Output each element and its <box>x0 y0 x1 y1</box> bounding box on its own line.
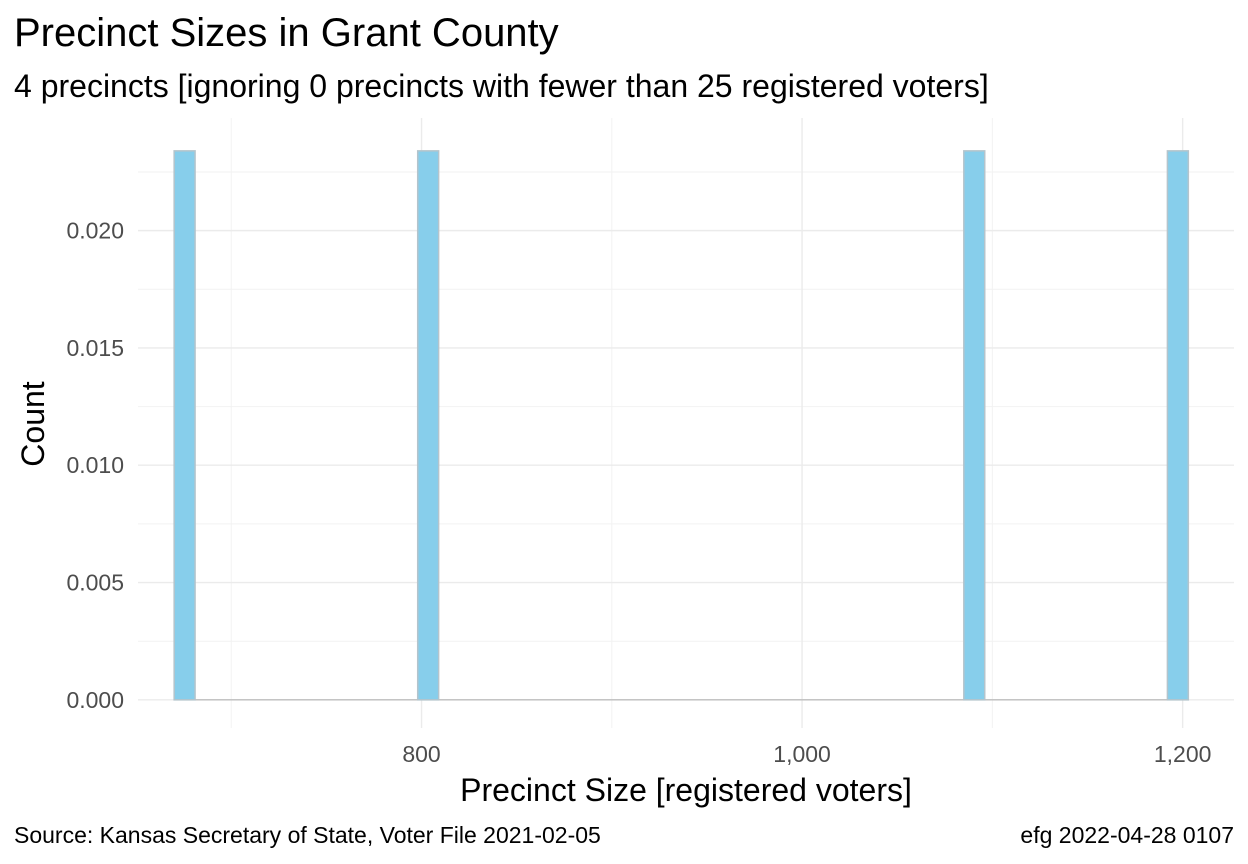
y-tick-label: 0.015 <box>66 335 124 361</box>
y-axis-ticks: 0.000 0.005 0.010 0.015 0.020 <box>66 218 124 713</box>
timestamp-note: efg 2022-04-28 0107 <box>1020 822 1234 848</box>
histogram-bar <box>416 150 440 701</box>
x-axis-title: Precinct Size [registered voters] <box>460 772 912 808</box>
y-tick-label: 0.010 <box>66 452 124 478</box>
bars <box>173 150 1190 701</box>
y-tick-label: 0.000 <box>66 687 124 713</box>
chart-subtitle: 4 precincts [ignoring 0 precincts with f… <box>14 68 989 104</box>
x-tick-label: 800 <box>402 741 440 767</box>
y-tick-label: 0.020 <box>66 218 124 244</box>
histogram-bar <box>963 150 986 701</box>
grid-lines <box>138 118 1234 728</box>
y-axis-title: Count <box>15 381 51 467</box>
x-axis-ticks: 800 1,000 1,200 <box>402 741 1211 767</box>
histogram-bar <box>173 150 196 701</box>
chart-title: Precinct Sizes in Grant County <box>14 11 559 55</box>
y-tick-label: 0.005 <box>66 570 124 596</box>
source-note: Source: Kansas Secretary of State, Voter… <box>14 822 601 848</box>
x-tick-label: 1,000 <box>773 741 831 767</box>
x-tick-label: 1,200 <box>1154 741 1212 767</box>
histogram-bar <box>1166 150 1190 701</box>
